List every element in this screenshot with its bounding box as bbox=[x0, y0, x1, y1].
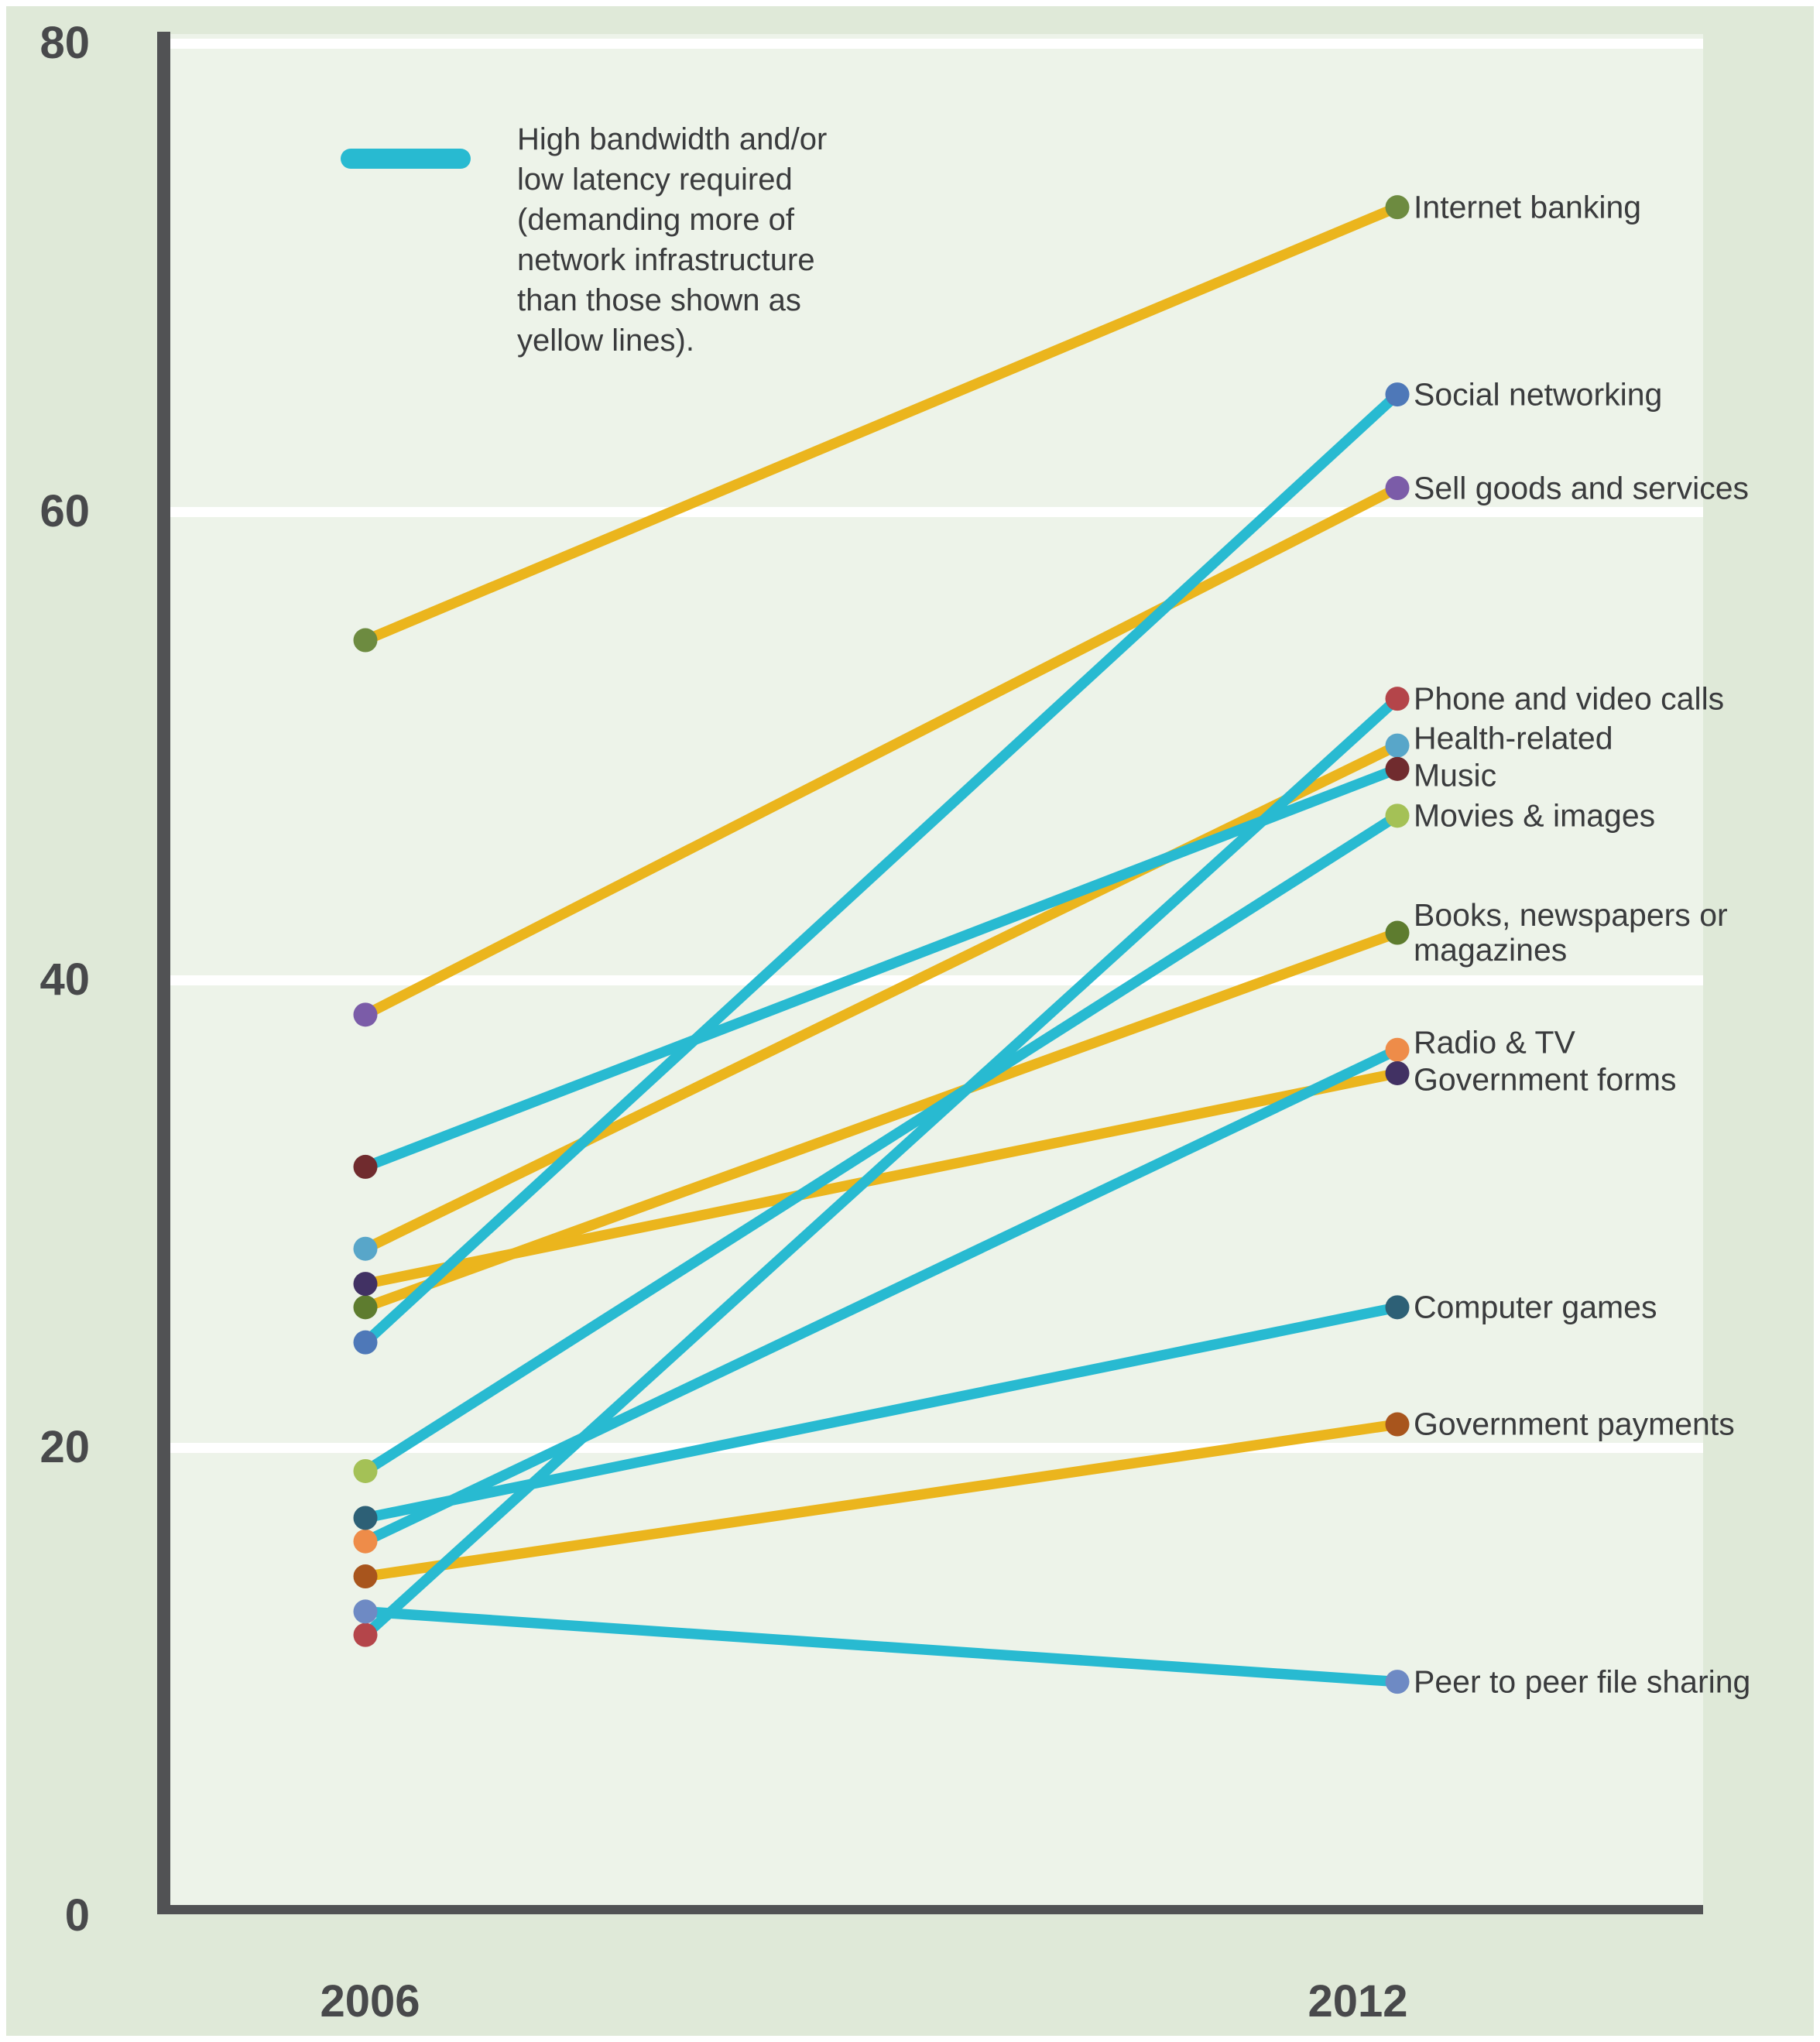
y-tick-label-0: 0 bbox=[64, 1890, 90, 1941]
x-axis-line bbox=[157, 1905, 1703, 1914]
series-label-sell-goods-and-services: Sell goods and services bbox=[1414, 470, 1750, 505]
legend-swatch-high-bandwidth-icon bbox=[341, 149, 471, 169]
gridline-80 bbox=[170, 39, 1703, 49]
dot-phone-and-video-calls-2006 bbox=[353, 1622, 378, 1647]
dot-health-related-2012 bbox=[1385, 733, 1410, 758]
line-movies-images bbox=[362, 811, 1400, 1476]
series-label-movies-images: Movies & images bbox=[1414, 797, 1656, 834]
line-internet-banking bbox=[363, 202, 1400, 646]
series-label-health-related: Health-related bbox=[1414, 720, 1613, 756]
chart-panel: 0 20 40 60 80 2006 2012 Internet banking Socia… bbox=[6, 6, 1814, 2036]
dot-movies-images-2012 bbox=[1385, 803, 1410, 828]
series-label-books-newspapers-or-magazines: Books, newspapers or magazines bbox=[1414, 897, 1728, 968]
dot-phone-and-video-calls-2012 bbox=[1385, 687, 1410, 711]
dot-radio-tv-2006 bbox=[353, 1529, 378, 1554]
dot-government-payments-2006 bbox=[353, 1564, 378, 1589]
dot-music-2006 bbox=[353, 1154, 378, 1179]
x-axis-label-2012: 2012 bbox=[1308, 1976, 1408, 2027]
line-computer-games bbox=[364, 1302, 1399, 1523]
legend-text: High bandwidth and/or low latency requir… bbox=[517, 122, 828, 358]
dot-books-newspapers-or-magazines-2006 bbox=[353, 1295, 378, 1320]
gridline-60 bbox=[170, 506, 1703, 517]
series-label-government-payments: Government payments bbox=[1414, 1406, 1735, 1442]
dot-internet-banking-2006 bbox=[353, 628, 378, 653]
series-label-phone-and-video-calls: Phone and video calls bbox=[1414, 680, 1725, 717]
line-government-forms bbox=[364, 1067, 1399, 1290]
line-peer-to-peer-file-sharing bbox=[365, 1606, 1398, 1687]
y-tick-label-20: 20 bbox=[39, 1422, 90, 1473]
line-radio-tv bbox=[363, 1045, 1400, 1547]
y-tick-label-60: 60 bbox=[39, 485, 90, 536]
series-label-social-networking: Social networking bbox=[1414, 376, 1663, 413]
dot-computer-games-2006 bbox=[353, 1506, 378, 1530]
line-music bbox=[363, 764, 1400, 1172]
y-tick-label-80: 80 bbox=[39, 18, 90, 68]
dot-social-networking-2006 bbox=[353, 1330, 378, 1355]
dot-peer-to-peer-file-sharing-2012 bbox=[1385, 1670, 1410, 1694]
y-axis-line bbox=[157, 32, 170, 1914]
line-health-related bbox=[363, 741, 1400, 1254]
dot-computer-games-2012 bbox=[1385, 1295, 1410, 1320]
x-axis-label-2006: 2006 bbox=[320, 1976, 420, 2027]
series-label-peer-to-peer-file-sharing: Peer to peer file sharing bbox=[1414, 1663, 1751, 1700]
dot-government-payments-2012 bbox=[1385, 1412, 1410, 1437]
slope-chart bbox=[353, 195, 1410, 1694]
series-label-music: Music bbox=[1414, 757, 1497, 793]
series-label-internet-banking: Internet banking bbox=[1414, 189, 1642, 225]
y-tick-label-40: 40 bbox=[39, 954, 90, 1005]
dot-internet-banking-2012 bbox=[1385, 195, 1410, 220]
dot-government-forms-2012 bbox=[1385, 1060, 1410, 1085]
dot-peer-to-peer-file-sharing-2006 bbox=[353, 1599, 378, 1624]
dot-books-newspapers-or-magazines-2012 bbox=[1385, 920, 1410, 945]
dot-sell-goods-and-services-2006 bbox=[353, 1002, 378, 1027]
series-label-computer-games: Computer games bbox=[1414, 1289, 1657, 1325]
line-phone-and-video-calls bbox=[362, 694, 1401, 1639]
dot-music-2012 bbox=[1385, 756, 1410, 781]
dot-health-related-2006 bbox=[353, 1236, 378, 1261]
dot-social-networking-2012 bbox=[1385, 382, 1410, 407]
dot-government-forms-2006 bbox=[353, 1272, 378, 1297]
dot-radio-tv-2012 bbox=[1385, 1037, 1410, 1062]
series-label-radio-tv: Radio & TV bbox=[1414, 1024, 1575, 1060]
dot-movies-images-2006 bbox=[353, 1458, 378, 1483]
line-social-networking bbox=[362, 390, 1401, 1347]
line-sell-goods-and-services bbox=[362, 483, 1400, 1019]
series-label-government-forms: Government forms bbox=[1414, 1061, 1677, 1098]
line-government-payments bbox=[365, 1419, 1398, 1582]
dot-sell-goods-and-services-2012 bbox=[1385, 476, 1410, 501]
gridline-40 bbox=[170, 975, 1703, 985]
